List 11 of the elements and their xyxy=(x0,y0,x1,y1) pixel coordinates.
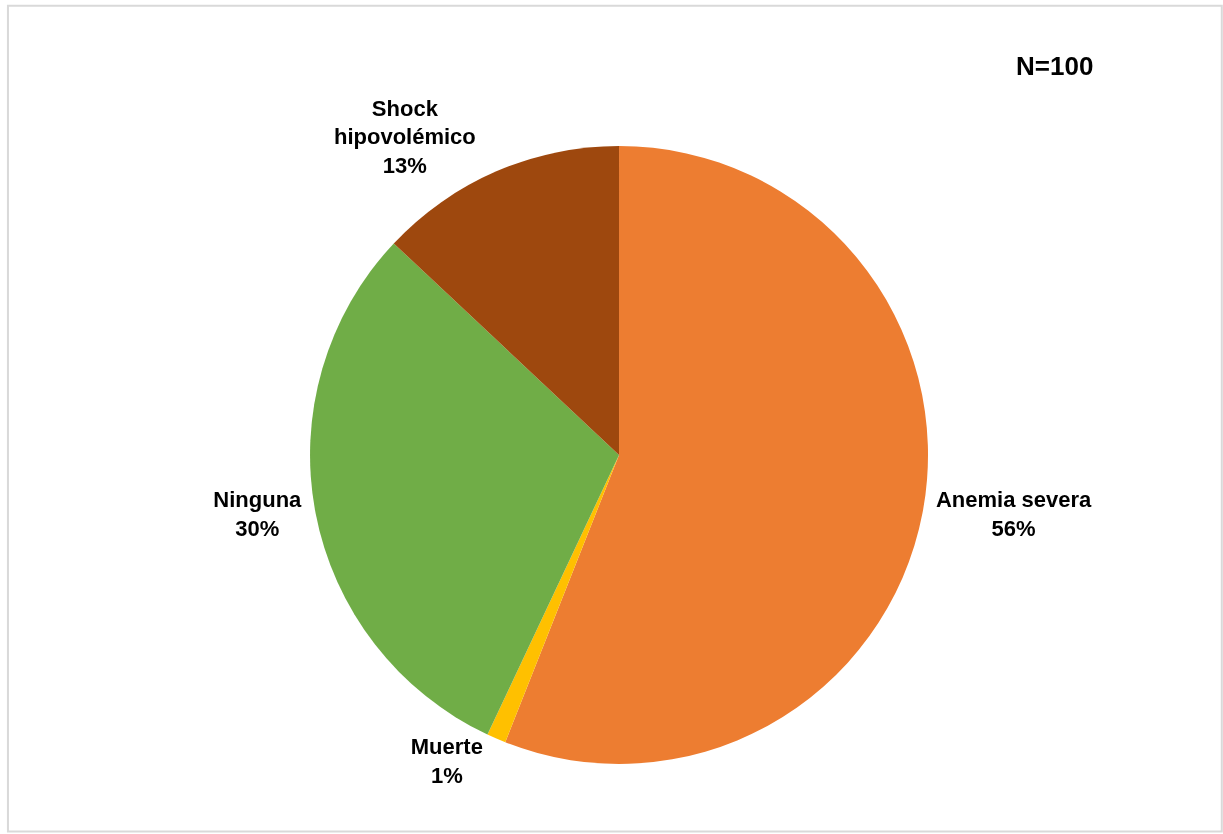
text: N=100 xyxy=(1016,51,1094,81)
slice-label: Muerte xyxy=(410,734,483,760)
pie-slice xyxy=(310,243,620,735)
slice-label: Shock hipovolémico xyxy=(333,95,476,150)
pie-slice xyxy=(505,145,928,764)
data-label: 1% xyxy=(430,762,463,788)
data-label: 56% xyxy=(991,515,1036,541)
data-label: 30% xyxy=(235,515,280,541)
data-label: 13% xyxy=(382,152,427,178)
slice-label: Anemia severa xyxy=(935,486,1093,512)
slice-label: Ninguna xyxy=(213,486,303,512)
